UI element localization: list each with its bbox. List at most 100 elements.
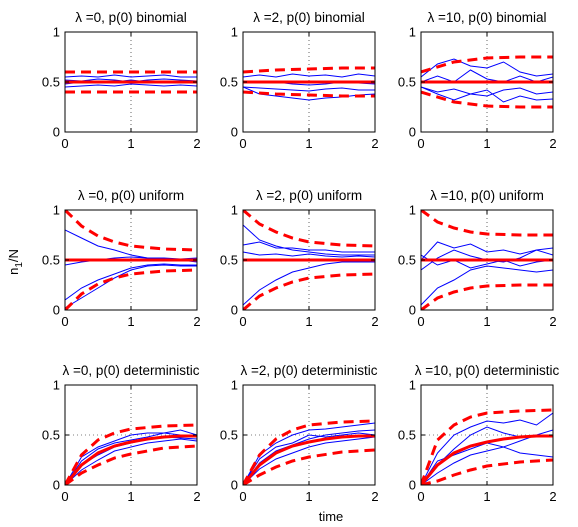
mean-line xyxy=(243,434,375,485)
panel-title: λ =10, p(0) deterministic xyxy=(415,363,560,378)
x-tick-label: 1 xyxy=(127,314,134,329)
series-group xyxy=(421,408,553,485)
y-tick-label: 1 xyxy=(231,25,238,40)
x-tick-label: 1 xyxy=(305,489,312,504)
panel-2: 0 1 2 0 0.5 1 λ =2, p(0) binomial xyxy=(220,10,379,151)
y-tick-label: 0.5 xyxy=(398,428,416,443)
y-tick-label: 0 xyxy=(231,125,238,140)
y-tick-label: 0 xyxy=(53,303,60,318)
y-tick-label: 0.5 xyxy=(220,428,238,443)
y-tick-label: 0.5 xyxy=(398,75,416,90)
x-tick-label: 0 xyxy=(61,489,68,504)
panel-9: 0 1 200.51λ =10, p(0) deterministic xyxy=(398,363,560,504)
upper-band-line xyxy=(243,66,375,74)
y-tick-label: 0.5 xyxy=(42,428,60,443)
mean-line xyxy=(65,434,197,485)
y-tick-label: 1 xyxy=(409,378,416,393)
y-tick-label: 1 xyxy=(409,203,416,218)
mean-line xyxy=(421,434,553,485)
x-tick-label: 1 xyxy=(127,489,134,504)
upper-band-line xyxy=(65,423,197,485)
y-tick-label: 0.5 xyxy=(42,75,60,90)
lower-band-line xyxy=(421,90,553,109)
upper-band-line xyxy=(421,408,553,485)
trajectory-line-3 xyxy=(421,265,553,306)
y-tick-label: 0.5 xyxy=(220,253,238,268)
x-tick-label: 2 xyxy=(549,314,556,329)
trajectory-line-3 xyxy=(421,86,553,97)
x-tick-label: 0 xyxy=(239,136,246,151)
x-tick-label: 1 xyxy=(305,136,312,151)
panel-7: 0 1 200.51λ =0, p(0) deterministic xyxy=(42,363,201,504)
panel-title: λ =0, p(0) uniform xyxy=(78,188,184,203)
lower-band-line xyxy=(243,448,375,485)
lower-band-line xyxy=(243,90,375,98)
lower-band-line xyxy=(243,272,375,310)
y-tick-label: 1 xyxy=(53,25,60,40)
trajectory-line-2 xyxy=(243,86,375,92)
x-tick-label: 2 xyxy=(193,136,200,151)
panel-title: λ =10, p(0) uniform xyxy=(430,188,544,203)
trajectory-line-4 xyxy=(421,86,553,103)
trajectory-line-4 xyxy=(65,264,197,309)
x-tick-label: 1 xyxy=(305,314,312,329)
lower-band-line xyxy=(65,444,197,485)
x-tick-label: 2 xyxy=(371,489,378,504)
trajectory-line-3 xyxy=(65,83,197,88)
trajectory-line-2 xyxy=(65,263,197,301)
trajectory-line-1 xyxy=(65,432,197,485)
series-group xyxy=(243,66,375,101)
trajectory-line-4 xyxy=(243,251,375,258)
panel-1: 0 1 2 0 0.5 1 λ =0, p(0) binomial xyxy=(42,10,201,151)
y-tick-label: 0 xyxy=(53,125,60,140)
lower-band-line xyxy=(65,268,197,310)
y-tick-label: 1 xyxy=(231,378,238,393)
series-group xyxy=(65,423,197,485)
x-tick-label: 0 xyxy=(417,489,424,504)
upper-band-line xyxy=(243,210,375,248)
series-group xyxy=(65,70,197,94)
trajectory-line-3 xyxy=(243,436,375,485)
y-tick-label: 1 xyxy=(53,378,60,393)
panel-4: 0 1 2 0 0.5 1 λ =0, p(0) uniform xyxy=(42,188,201,329)
panel-3: 0 1 2 0 0.5 1 λ =10, p(0) binomial xyxy=(398,10,557,151)
x-tick-label: 2 xyxy=(549,136,556,151)
trajectory-line-1 xyxy=(421,241,553,261)
x-tick-label: 1 xyxy=(127,136,134,151)
series-group xyxy=(243,210,375,310)
lower-band-line xyxy=(421,283,553,310)
trajectory-line-3 xyxy=(421,446,553,485)
y-tick-label: 0 xyxy=(231,303,238,318)
y-tick-label: 0.5 xyxy=(220,75,238,90)
panel-title: λ =10, p(0) binomial xyxy=(428,10,547,25)
y-tick-label: 0 xyxy=(409,303,416,318)
panel-5: 0 1 2 0 0.5 1 λ =2, p(0) uniform xyxy=(220,188,379,329)
x-tick-label: 1 xyxy=(483,489,490,504)
trajectory-line-1 xyxy=(421,58,553,78)
series-group xyxy=(65,210,197,310)
panel-title: λ =2, p(0) uniform xyxy=(256,188,362,203)
x-tick-label: 0 xyxy=(239,489,246,504)
trajectory-line-3 xyxy=(243,261,375,306)
x-tick-label: 2 xyxy=(549,489,556,504)
x-tick-label: 0 xyxy=(61,136,68,151)
upper-band-line xyxy=(421,55,553,74)
y-tick-label: 0 xyxy=(53,478,60,493)
panel-title: λ =0, p(0) binomial xyxy=(75,10,186,25)
x-tick-label: 0 xyxy=(61,314,68,329)
y-axis-label-subscript: 1 xyxy=(14,262,25,268)
y-axis-label-rest: /N xyxy=(6,249,21,262)
trajectory-line-4 xyxy=(243,432,375,485)
lower-band-line xyxy=(421,458,553,485)
y-tick-label: 0 xyxy=(409,478,416,493)
upper-band-line xyxy=(65,210,197,252)
panel-title: λ =0, p(0) deterministic xyxy=(63,363,200,378)
trajectory-line-1 xyxy=(65,74,197,78)
trajectory-line-3 xyxy=(65,438,197,485)
panel-title: λ =2, p(0) binomial xyxy=(253,10,364,25)
x-tick-label: 2 xyxy=(193,314,200,329)
y-tick-label: 1 xyxy=(53,203,60,218)
y-tick-label: 0 xyxy=(231,478,238,493)
panel-8: 0 1 200.51λ =2, p(0) deterministic xyxy=(220,363,379,504)
